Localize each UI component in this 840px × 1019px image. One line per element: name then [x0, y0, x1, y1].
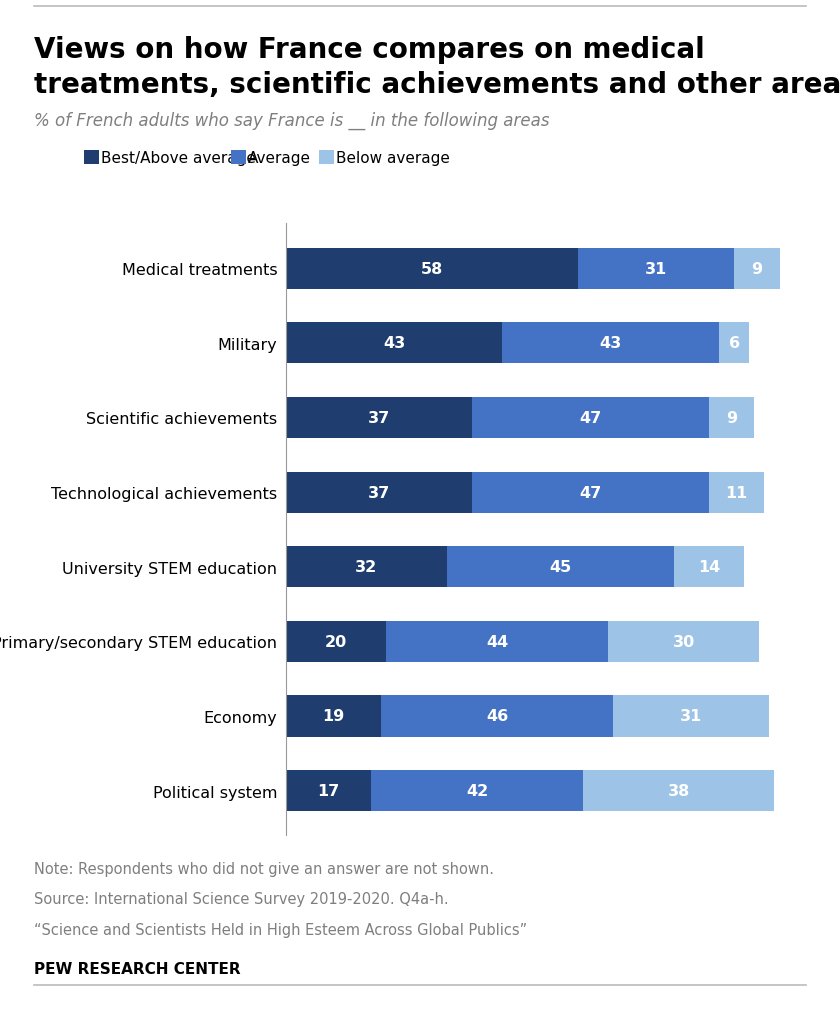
Text: 31: 31 [680, 709, 702, 723]
Text: Average: Average [248, 151, 311, 165]
Text: Best/Above average: Best/Above average [101, 151, 255, 165]
Bar [709, 397, 754, 438]
Bar [502, 323, 719, 364]
Text: 30: 30 [673, 634, 695, 649]
Text: 37: 37 [368, 485, 390, 500]
Bar [381, 696, 613, 737]
Bar [286, 472, 472, 514]
Text: 9: 9 [726, 411, 738, 426]
Text: 31: 31 [645, 262, 667, 276]
Text: 37: 37 [368, 411, 390, 426]
Text: 58: 58 [421, 262, 443, 276]
Text: Below average: Below average [336, 151, 450, 165]
Text: Source: International Science Survey 2019-2020. Q4a-h.: Source: International Science Survey 201… [34, 892, 449, 907]
Text: 47: 47 [580, 485, 601, 500]
Bar [674, 546, 744, 588]
Text: 43: 43 [600, 336, 622, 351]
Text: 19: 19 [323, 709, 344, 723]
Bar [734, 249, 780, 289]
Bar [286, 770, 371, 811]
Text: “Science and Scientists Held in High Esteem Across Global Publics”: “Science and Scientists Held in High Est… [34, 922, 527, 937]
Text: 6: 6 [728, 336, 740, 351]
Bar [608, 622, 759, 662]
Text: 14: 14 [698, 559, 720, 575]
Bar [286, 622, 386, 662]
Text: 46: 46 [486, 709, 508, 723]
Bar [286, 323, 502, 364]
Text: 9: 9 [751, 262, 763, 276]
Bar [613, 696, 769, 737]
Bar [286, 397, 472, 438]
Text: PEW RESEARCH CENTER: PEW RESEARCH CENTER [34, 961, 240, 976]
Bar [286, 249, 578, 289]
Text: treatments, scientific achievements and other areas: treatments, scientific achievements and … [34, 71, 840, 99]
Bar [286, 696, 381, 737]
Text: 44: 44 [486, 634, 508, 649]
Bar [578, 249, 734, 289]
Text: Views on how France compares on medical: Views on how France compares on medical [34, 36, 705, 63]
Bar [472, 472, 709, 514]
Text: 45: 45 [549, 559, 571, 575]
Text: 47: 47 [580, 411, 601, 426]
Text: 42: 42 [466, 784, 488, 798]
Bar [386, 622, 608, 662]
Bar [709, 472, 764, 514]
Text: Note: Respondents who did not give an answer are not shown.: Note: Respondents who did not give an an… [34, 861, 494, 876]
Text: 38: 38 [668, 784, 690, 798]
Bar [447, 546, 674, 588]
Text: % of French adults who say France is __ in the following areas: % of French adults who say France is __ … [34, 112, 549, 130]
Bar [472, 397, 709, 438]
Bar [286, 546, 447, 588]
Text: 43: 43 [383, 336, 405, 351]
Text: 17: 17 [318, 784, 339, 798]
Text: 32: 32 [355, 559, 377, 575]
Bar [583, 770, 774, 811]
Text: 11: 11 [726, 485, 748, 500]
Bar [371, 770, 583, 811]
Text: 20: 20 [325, 634, 347, 649]
Bar [719, 323, 749, 364]
